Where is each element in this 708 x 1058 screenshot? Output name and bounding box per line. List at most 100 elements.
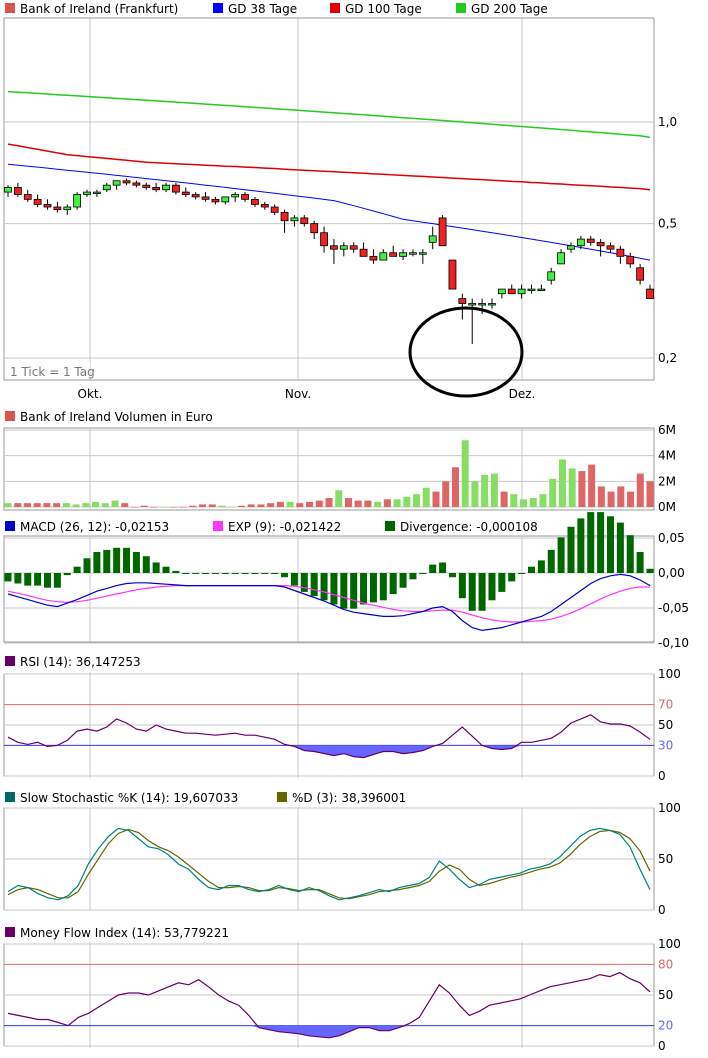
volume-bar [500, 491, 508, 507]
mfi-line [7, 971, 651, 1039]
y-tick-label: 2M [658, 474, 676, 488]
x-tick-label: Nov. [285, 387, 311, 401]
candle-body [310, 223, 319, 234]
candle-body [251, 198, 259, 205]
volume-bar [558, 459, 566, 507]
volume-bar [617, 486, 625, 507]
divergence-bar [330, 573, 338, 605]
divergence-bar [202, 573, 210, 574]
y-tick-label: 0 [658, 903, 666, 917]
divergence-bar [429, 564, 437, 573]
macd-title: MACD (26, 12): -0,02153 [20, 520, 169, 534]
y-tick-label: 50 [658, 988, 673, 1002]
divergence-bar [271, 573, 279, 574]
volume-bar [588, 464, 596, 507]
candle-body [369, 255, 378, 261]
divergence-bar [616, 522, 624, 573]
legend-label: Bank of Ireland (Frankfurt) [20, 2, 178, 16]
volume-bar [53, 503, 61, 507]
legend-swatch [213, 3, 223, 13]
candle-body [241, 194, 249, 200]
volume-bar [130, 507, 138, 508]
rsi-line [7, 714, 651, 759]
legend-label: GD 38 Tage [228, 2, 297, 16]
volume-bar [228, 507, 236, 508]
candle-body [152, 187, 161, 191]
y-tick-label: 80 [658, 957, 673, 971]
candle-body [626, 255, 635, 265]
volume-title: Bank of Ireland Volumen in Euro [20, 410, 213, 424]
volume-bar [393, 499, 401, 507]
y-tick-label: 0 [658, 1039, 666, 1053]
y-tick-label: 100 [658, 801, 681, 815]
rsi-panel: RSI (14): 36,147253 100 70 50 30 0 [3, 655, 681, 783]
volume-bar [578, 471, 586, 507]
exp-title: EXP (9): -0,021422 [228, 520, 341, 534]
candle-body [83, 191, 91, 195]
stochastic-panel: Slow Stochastic %K (14): 19,607033 %D (3… [3, 791, 681, 917]
divergence-bar [172, 570, 180, 573]
divergence-bar [537, 560, 545, 573]
divergence-bar [231, 573, 239, 574]
sma38-line [7, 163, 651, 261]
candle-body [428, 235, 437, 243]
candle-body [557, 252, 566, 265]
volume-bar [121, 503, 129, 507]
volume-bars [4, 440, 654, 508]
volume-bar [199, 504, 207, 507]
divergence-bar [241, 573, 249, 574]
candlesticks [4, 178, 654, 345]
candle-body [418, 252, 427, 255]
volume-bar [140, 505, 148, 507]
candle-body [547, 271, 556, 281]
volume-bar [325, 498, 333, 507]
candle-body [201, 196, 210, 200]
divergence-bar [439, 562, 447, 573]
volume-bar [189, 505, 197, 507]
volume-bar [374, 501, 382, 507]
mfi-y-axis: 100 80 50 20 0 [658, 937, 681, 1053]
volume-bar [111, 500, 119, 507]
volume-bar [306, 501, 314, 507]
volume-bar [422, 487, 430, 507]
divergence-bar [182, 573, 190, 574]
candle-body [389, 252, 398, 257]
divergence-bar [419, 573, 427, 574]
legend-swatch [330, 3, 340, 13]
candle-body [339, 245, 348, 250]
candle-body [102, 184, 111, 191]
mfi-title: Money Flow Index (14): 53,779221 [20, 926, 229, 940]
candle-body [488, 303, 496, 306]
volume-bar [315, 500, 323, 507]
divergence-bar [251, 573, 259, 574]
sma100-line [7, 143, 651, 191]
candle-body [586, 238, 595, 243]
mfi-legend-swatch [5, 927, 15, 937]
divergence-bar [488, 573, 496, 601]
y-tick-label: 6M [658, 423, 676, 437]
stoch-d-line [7, 828, 651, 900]
volume-bar [160, 507, 168, 508]
volume-bar [568, 468, 576, 507]
candle-body [33, 198, 42, 205]
divergence-bar [369, 573, 377, 603]
divergence-bar [508, 573, 516, 582]
y-tick-label: 0,00 [658, 566, 685, 580]
volume-bar [520, 499, 528, 507]
volume-bar [101, 503, 109, 507]
volume-bar [451, 467, 459, 507]
volume-bar [607, 491, 615, 507]
volume-bar [471, 481, 479, 507]
volume-bar [257, 504, 265, 507]
candle-body [606, 245, 615, 250]
divergence-bar [389, 573, 397, 594]
exp-legend-swatch [213, 521, 223, 531]
divergence-bar [44, 573, 52, 588]
stoch-d-legend-swatch [277, 792, 287, 802]
candle-body [537, 288, 546, 291]
y-tick-label: 0M [658, 500, 676, 514]
volume-bar [43, 503, 51, 507]
rsi-title: RSI (14): 36,147253 [20, 655, 141, 669]
candle-body [349, 245, 358, 250]
stochastic-y-axis: 100 50 0 [658, 801, 681, 917]
